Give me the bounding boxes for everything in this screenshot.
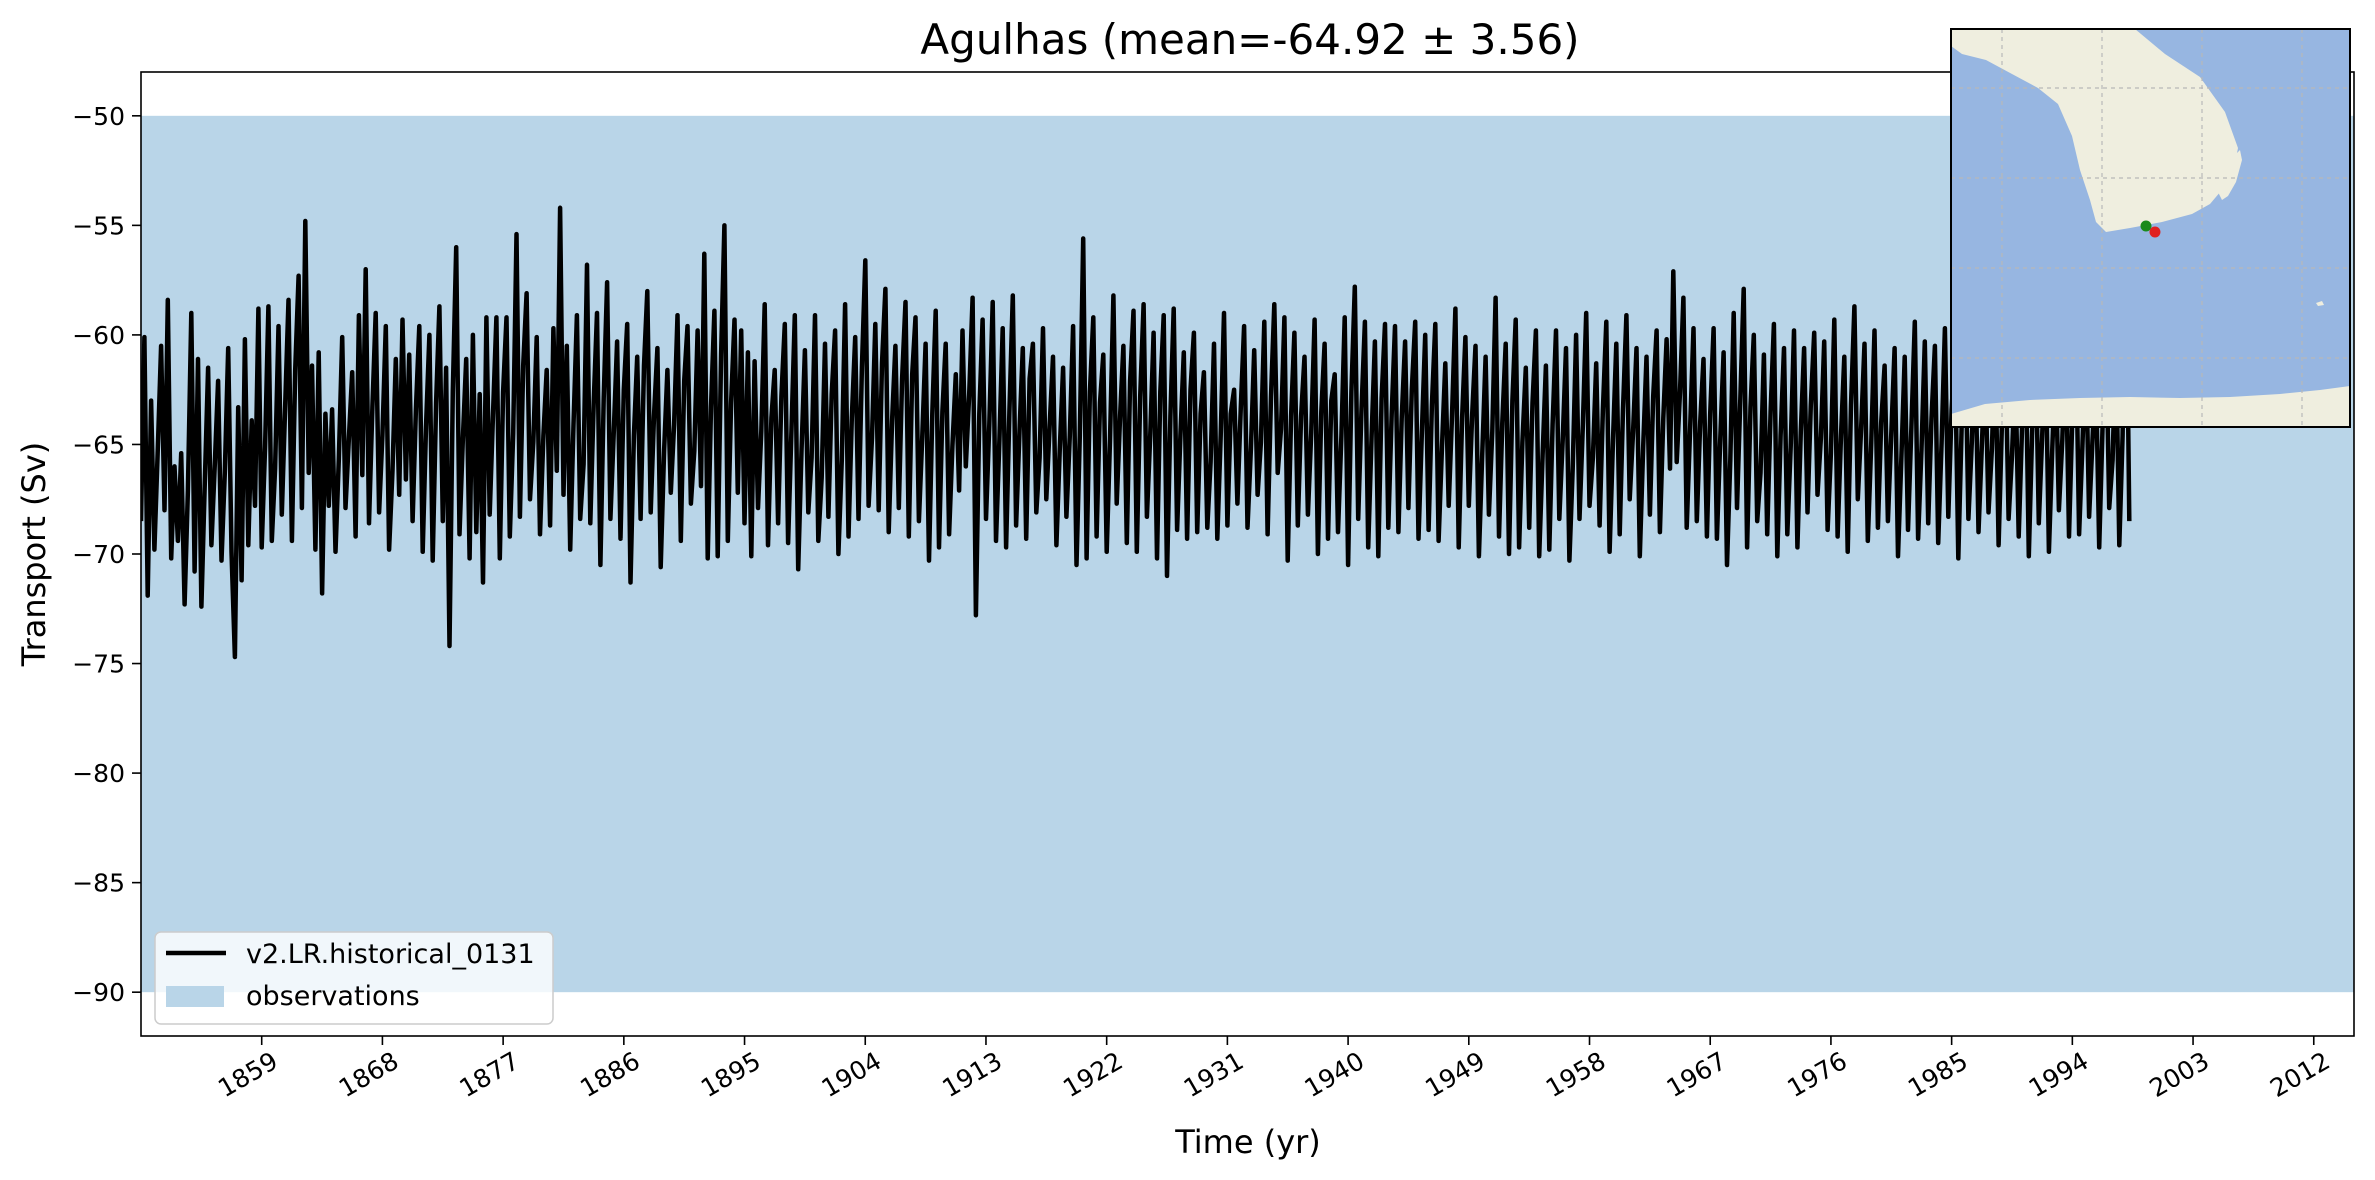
map-land-antarctica (1951, 386, 2350, 427)
y-axis-label: Transport (Sv) (15, 442, 53, 668)
x-tick-label: 1958 (1541, 1046, 1611, 1103)
x-tick-label: 1886 (575, 1046, 645, 1103)
x-tick-label: 1994 (2024, 1046, 2094, 1103)
y-tick-label: −85 (72, 869, 125, 898)
x-tick-label: 1985 (1903, 1046, 1973, 1103)
x-tick-label: 1940 (1299, 1046, 1369, 1103)
inset-map (1950, 28, 2351, 428)
x-tick-label: 1949 (1420, 1046, 1490, 1103)
map-land-island (2316, 301, 2324, 306)
x-tick-label: 2012 (2265, 1046, 2335, 1103)
map-land-madagascar (2218, 150, 2242, 200)
x-tick-label: 2003 (2144, 1046, 2214, 1103)
map-gridlines (1951, 29, 2350, 427)
x-tick-label: 1868 (334, 1046, 404, 1103)
y-axis: −50 −55 −60 −65 −70 −75 −80 −85 −90 (72, 102, 141, 1007)
x-tick-label: 1895 (696, 1046, 766, 1103)
series-line-v2-lr-historical-0131 (141, 205, 2132, 660)
y-tick-label: −75 (72, 650, 125, 679)
y-tick-label: −60 (72, 321, 125, 350)
legend: v2.LR.historical_0131 observations (154, 931, 554, 1025)
legend-label-observations: observations (246, 981, 420, 1012)
y-tick-label: −80 (72, 759, 125, 788)
x-tick-label: 1904 (817, 1046, 887, 1103)
map-land-africa (1951, 29, 2238, 232)
x-axis: 1859 1868 1877 1886 1895 1904 1913 1922 1931 1940… (213, 1036, 2335, 1103)
x-tick-label: 1922 (1058, 1046, 1128, 1103)
legend-label-series: v2.LR.historical_0131 (246, 939, 535, 970)
y-tick-label: −65 (72, 430, 125, 459)
x-tick-label: 1859 (213, 1046, 283, 1103)
y-tick-label: −90 (72, 978, 125, 1007)
x-tick-label: 1877 (455, 1046, 525, 1103)
y-tick-label: −70 (72, 540, 125, 569)
y-tick-label: −55 (72, 211, 125, 240)
x-tick-label: 1913 (937, 1046, 1007, 1103)
legend-swatch-observations (166, 986, 224, 1007)
x-tick-label: 1976 (1782, 1046, 1852, 1103)
chart-title: Agulhas (mean=-64.92 ± 3.56) (920, 15, 1579, 64)
y-tick-label: −50 (72, 102, 125, 131)
x-axis-label: Time (yr) (1174, 1123, 1321, 1161)
legend-box (154, 931, 554, 1025)
map-frame (1950, 28, 2351, 428)
map-marker-red (2149, 226, 2161, 238)
x-tick-label: 1967 (1662, 1046, 1732, 1103)
x-tick-label: 1931 (1179, 1046, 1249, 1103)
map-marker-green (2140, 220, 2152, 232)
